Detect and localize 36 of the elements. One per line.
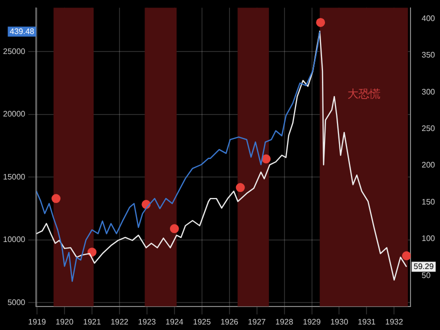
- x-tick-label: 1930: [330, 317, 349, 326]
- point: [236, 183, 245, 192]
- text: 439.48: [10, 26, 35, 36]
- y2-tick-label: 250: [422, 124, 436, 134]
- x-tick-label: 1926: [220, 317, 239, 326]
- x-tick-label: 1919: [28, 317, 47, 326]
- y-tick-label: 15000: [2, 172, 26, 182]
- y2-tick-label: 300: [422, 87, 436, 96]
- x-tick-label: 1927: [248, 317, 266, 326]
- y-tick-label: 25000: [2, 46, 26, 56]
- x-tick-label: 1923: [138, 317, 156, 326]
- y2-tick-label: 100: [422, 234, 436, 244]
- y-tick-label: 20000: [2, 110, 26, 119]
- x-tick-label: 1932: [385, 317, 404, 326]
- x-tick-label: 1922: [110, 317, 129, 326]
- point: [316, 18, 326, 27]
- x-tick-label: 1921: [83, 317, 102, 326]
- x-tick-label: 1928: [275, 317, 294, 326]
- point: [170, 224, 179, 234]
- y2-tick-label: 150: [422, 197, 436, 206]
- point: [52, 194, 61, 204]
- x-tick-label: 1931: [358, 317, 376, 326]
- y2-tick-label: 50: [422, 270, 432, 280]
- x-tick-label: 1929: [302, 317, 322, 326]
- y2-tick-label: 350: [422, 50, 436, 60]
- x-tick-label: 1925: [192, 317, 212, 326]
- y-tick-label: 5000: [7, 298, 26, 307]
- y-tick-label: 10000: [2, 235, 26, 244]
- band-label: 大恐慌: [347, 87, 380, 100]
- y2-tick-label: 400: [422, 14, 436, 24]
- text: 59.29: [414, 262, 434, 271]
- point: [402, 251, 411, 260]
- point: [262, 154, 271, 164]
- x-tick-label: 1924: [166, 317, 184, 326]
- y2-tick-label: 200: [422, 160, 436, 170]
- x-tick-label: 1920: [56, 317, 74, 326]
